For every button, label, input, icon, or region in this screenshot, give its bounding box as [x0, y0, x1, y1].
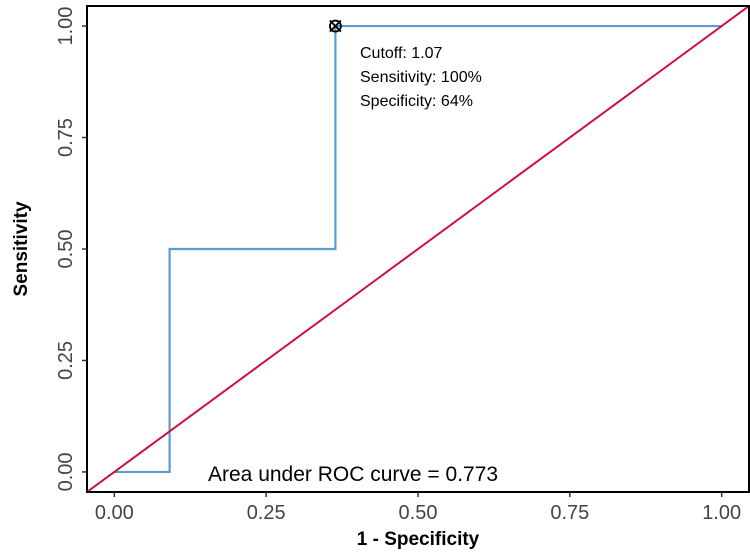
y-axis-ticks: 0.00 0.25 0.50 0.75 1.00	[55, 7, 87, 491]
auc-annotation: Area under ROC curve = 0.773	[208, 463, 498, 486]
x-tick-label: 0.25	[247, 502, 286, 524]
x-axis-title: 1 - Specificity	[357, 529, 480, 550]
x-tick-label: 0.50	[399, 502, 438, 524]
x-axis-ticks: 0.00 0.25 0.50 0.75 1.00	[95, 492, 741, 524]
x-tick-label: 1.00	[702, 502, 741, 524]
roc-curve-line	[114, 24, 722, 474]
specificity-annotation: Specificity: 64%	[360, 93, 473, 110]
x-tick-label: 0.75	[550, 502, 589, 524]
y-axis-title: Sensitivity	[11, 201, 32, 296]
optimal-cutoff-marker	[329, 19, 342, 33]
reference-diagonal-line	[87, 6, 749, 492]
y-tick-label: 0.00	[55, 452, 77, 491]
y-tick-label: 0.50	[55, 230, 77, 269]
sensitivity-annotation: Sensitivity: 100%	[360, 69, 482, 86]
cutoff-annotation: Cutoff: 1.07	[360, 45, 443, 62]
x-tick-label: 0.00	[95, 502, 134, 524]
y-tick-label: 1.00	[55, 7, 77, 46]
y-tick-label: 0.25	[55, 341, 77, 380]
y-tick-label: 0.75	[55, 118, 77, 157]
